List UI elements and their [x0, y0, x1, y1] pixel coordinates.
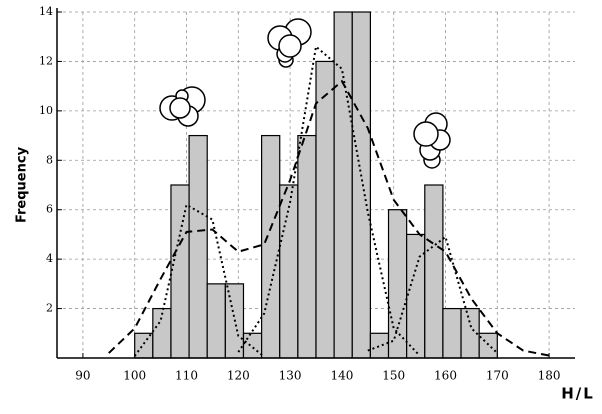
- bar: [152, 307, 172, 359]
- fit-curve: [133, 203, 265, 358]
- bar: [369, 332, 390, 359]
- x-tick-label: 130: [279, 369, 302, 383]
- bar: [170, 184, 190, 359]
- x-tick-label: 140: [330, 369, 353, 383]
- bar: [315, 60, 335, 359]
- bar: [261, 134, 281, 359]
- x-tick-label: 180: [538, 369, 561, 383]
- y-tick-label: 14: [39, 5, 53, 18]
- bar: [206, 283, 226, 359]
- bar: [406, 233, 426, 359]
- x-tick-label: 90: [75, 369, 90, 383]
- x-tick-label: 100: [123, 369, 146, 383]
- cluster-icon: [267, 18, 312, 68]
- x-tick-label: 120: [227, 369, 250, 383]
- y-tick-label: 10: [39, 104, 53, 117]
- bar: [442, 307, 462, 359]
- fit-curve: [237, 44, 421, 357]
- bar: [424, 184, 444, 359]
- x-tick-label: 160: [434, 369, 457, 383]
- y-tick-label: 2: [46, 302, 53, 315]
- x-tick-label: 110: [175, 369, 198, 383]
- y-tick-label: 4: [46, 252, 53, 265]
- fit-curve: [108, 79, 550, 357]
- bar: [134, 332, 154, 359]
- y-tick-label: 12: [39, 54, 53, 67]
- bar: [387, 209, 408, 359]
- y-tick-label: 8: [46, 153, 53, 166]
- y-axis-label: Frequency: [15, 146, 30, 223]
- y-tick-label: 6: [46, 203, 53, 216]
- x-axis-label: H/L: [561, 385, 595, 403]
- cluster-icon: [413, 112, 451, 169]
- bar: [351, 11, 371, 359]
- x-tick-label: 150: [382, 369, 405, 383]
- cluster-icon: [159, 86, 206, 127]
- fit-curve: [367, 235, 498, 354]
- x-tick-label: 170: [486, 369, 509, 383]
- bar: [297, 134, 317, 359]
- bar: [188, 134, 208, 359]
- bar: [242, 332, 263, 359]
